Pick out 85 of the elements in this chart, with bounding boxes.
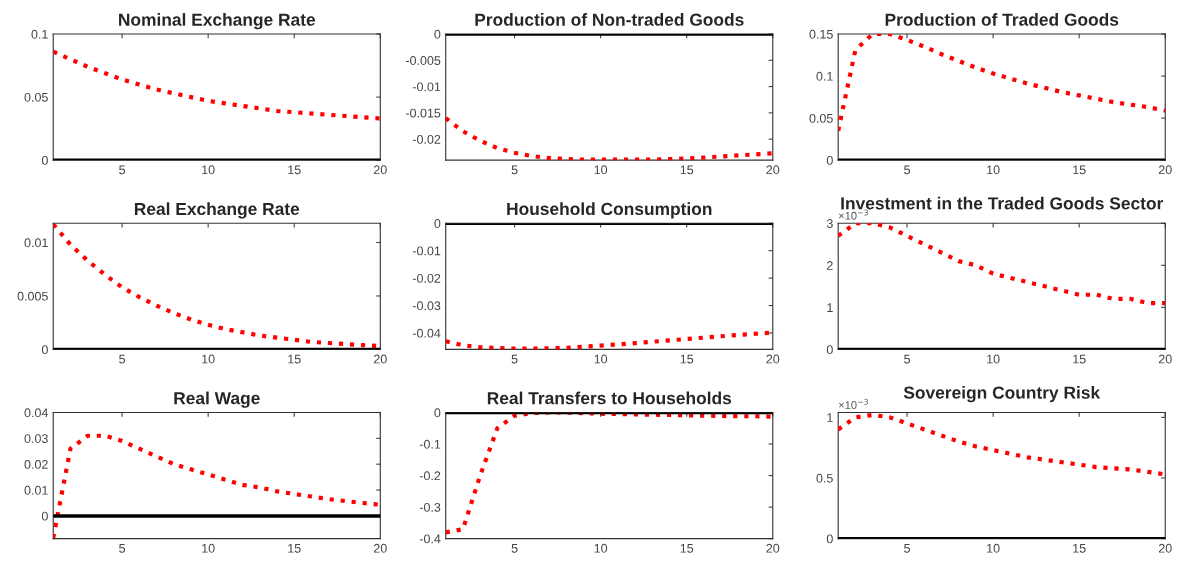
y-tick-label: -0.2: [419, 471, 441, 481]
x-tick-label: 10: [987, 165, 1000, 175]
chart-title: Real Transfers to Households: [487, 391, 732, 405]
x-tick-label: 5: [511, 165, 518, 175]
y-tick-label: 0: [826, 534, 833, 544]
y-tick-label: -0.02: [412, 134, 441, 144]
y-tick-label: 0: [41, 345, 48, 355]
x-tick-label: 15: [288, 543, 301, 553]
y-tick-label: -0.03: [412, 301, 441, 311]
y-tick-label: 0.04: [24, 408, 49, 418]
x-tick-label: 10: [987, 354, 1000, 364]
y-tick-label: 0.15: [809, 29, 833, 39]
y-tick-label: 0: [434, 408, 441, 418]
x-tick-label: 15: [1073, 354, 1086, 364]
x-tick-label: 10: [202, 543, 215, 553]
x-tick-label: 10: [202, 165, 215, 175]
y-tick-label: 0.02: [24, 460, 48, 469]
x-tick-label: 5: [904, 165, 910, 175]
x-tick-label: 5: [904, 354, 910, 364]
y-tick-label: 1: [827, 413, 833, 422]
y-tick-label: -0.4: [419, 534, 441, 544]
y-tick-label: 0: [434, 29, 441, 39]
x-tick-label: 15: [680, 165, 694, 175]
y-tick-label: -0.1: [419, 439, 441, 449]
y-tick-label: 0.1: [816, 71, 833, 81]
x-tick-label: 5: [119, 354, 126, 364]
x-tick-label: 15: [288, 165, 301, 175]
y-tick-label: -0.015: [405, 108, 441, 118]
y-tick-label: 0: [826, 155, 833, 165]
x-tick-label: 20: [766, 165, 780, 175]
line-series: [53, 49, 381, 121]
x-tick-label: 5: [511, 543, 518, 553]
text: ×10$^{−3}$: [838, 398, 868, 409]
chart-title: Real Exchange Rate: [134, 202, 300, 219]
y-tick-label: 2: [827, 261, 833, 270]
chart-title: Production of Non-traded Goods: [475, 13, 744, 26]
x-tick-label: 20: [766, 543, 780, 553]
y-tick-label: 0.5: [816, 473, 833, 483]
chart-title: Real Wage: [174, 391, 260, 408]
x-tick-label: 5: [119, 165, 126, 175]
y-tick-label: 0.005: [17, 291, 48, 301]
y-tick-label: -0.02: [412, 273, 441, 283]
x-tick-label: 10: [594, 165, 608, 175]
chart-title: Nominal Exchange Rate: [119, 13, 316, 30]
x-tick-label: 5: [904, 543, 910, 553]
y-tick-label: -0.01: [412, 246, 441, 256]
x-tick-label: 20: [1158, 543, 1172, 553]
x-tick-label: 15: [1073, 543, 1086, 553]
x-tick-label: 15: [288, 354, 301, 364]
chart-title: Sovereign Country Risk: [903, 386, 1101, 403]
x-tick-label: 10: [594, 543, 608, 553]
x-tick-label: 20: [373, 543, 387, 553]
x-tick-label: 5: [119, 543, 126, 553]
x-tick-label: 15: [680, 354, 694, 364]
y-tick-label: 0.01: [24, 238, 48, 248]
y-tick-label: -0.005: [405, 56, 441, 65]
y-tick-label: 3: [826, 219, 833, 228]
x-tick-label: 10: [987, 543, 1000, 553]
y-tick-label: 0: [434, 219, 441, 228]
y-tick-label: 0.05: [24, 92, 48, 102]
x-tick-label: 10: [202, 354, 215, 364]
chart-title: Investment in the Traded Goods Sector: [841, 196, 1164, 210]
x-tick-label: 15: [680, 543, 694, 553]
y-tick-label: 0: [41, 511, 48, 521]
y-tick-label: 1: [827, 303, 833, 312]
y-tick-label: -0.3: [419, 502, 441, 512]
x-tick-label: 20: [766, 354, 780, 364]
y-tick-label: -0.04: [412, 328, 441, 338]
x-tick-label: 20: [1158, 165, 1172, 175]
y-tick-label: 0: [41, 155, 48, 165]
x-tick-label: 5: [511, 354, 518, 364]
y-tick-label: 0.1: [31, 29, 48, 39]
x-tick-label: 20: [373, 165, 387, 175]
chart-title: Household Consumption: [507, 202, 712, 219]
chart-title: Production of Traded Goods: [885, 13, 1119, 26]
text: ×10$^{−3}$: [838, 209, 868, 220]
y-tick-label: 0.05: [809, 113, 833, 123]
x-tick-label: 15: [1073, 165, 1086, 175]
y-tick-label: -0.01: [412, 82, 441, 92]
y-tick-label: 0.03: [24, 434, 48, 443]
x-tick-label: 10: [594, 354, 608, 364]
y-tick-label: 0.01: [24, 485, 48, 495]
y-tick-label: 0: [826, 345, 833, 355]
x-tick-label: 20: [373, 354, 387, 364]
x-tick-label: 20: [1158, 354, 1172, 364]
